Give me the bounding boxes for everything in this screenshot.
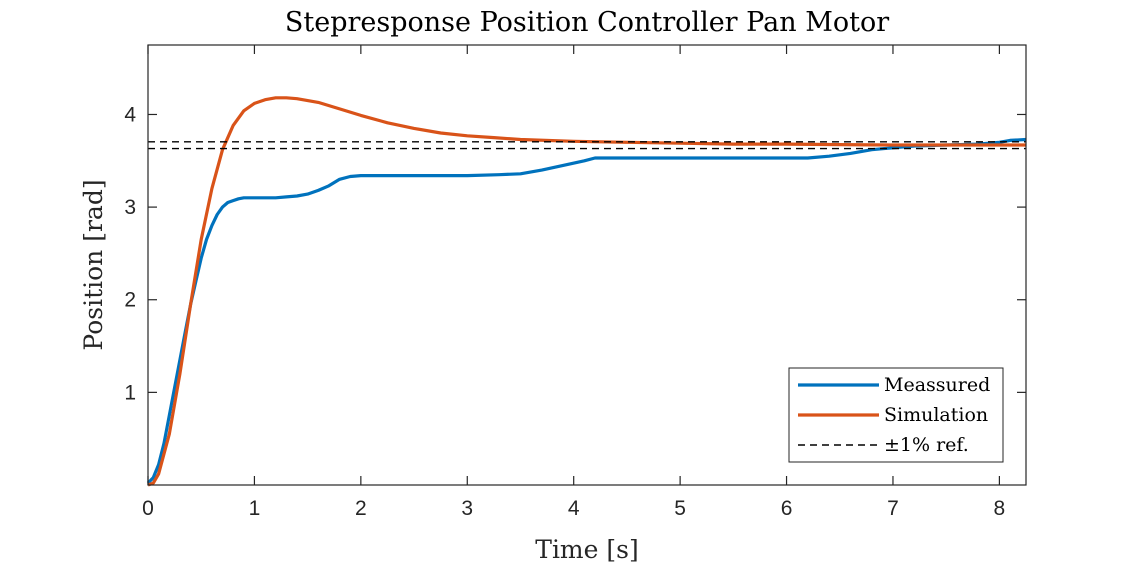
x-tick-label: 0 xyxy=(142,497,154,520)
y-tick-label: 3 xyxy=(124,196,136,219)
y-axis-label: Position [rad] xyxy=(79,179,108,350)
x-tick-label: 7 xyxy=(887,497,899,520)
y-tick-label: 2 xyxy=(124,289,136,312)
x-tick-label: 1 xyxy=(249,497,261,520)
axes xyxy=(147,44,1027,486)
series-line-simulation xyxy=(147,96,1026,487)
x-tick-label: 6 xyxy=(781,497,793,520)
legend-label: Simulation xyxy=(884,404,988,426)
x-tick-label: 4 xyxy=(568,497,580,520)
y-tick-label: 4 xyxy=(124,103,136,126)
axes-box xyxy=(147,44,1027,486)
legend-label: ±1% ref. xyxy=(884,434,969,456)
y-tick-label: 1 xyxy=(124,381,136,404)
x-tick-label: 2 xyxy=(355,497,367,520)
x-tick-label: 3 xyxy=(461,497,473,520)
chart-title: Stepresponse Position Controller Pan Mot… xyxy=(285,7,889,38)
x-tick-label: 5 xyxy=(674,497,686,520)
legend-label: Meassured xyxy=(884,374,990,396)
legend: Meassured Simulation ±1% ref. xyxy=(788,367,1004,463)
x-axis-label: Time [s] xyxy=(535,535,638,564)
ticks: 0 1 2 3 4 5 6 7 8 1 2 3 4 xyxy=(124,45,1026,520)
plot-area xyxy=(146,96,1027,487)
x-tick-label: 8 xyxy=(994,497,1006,520)
